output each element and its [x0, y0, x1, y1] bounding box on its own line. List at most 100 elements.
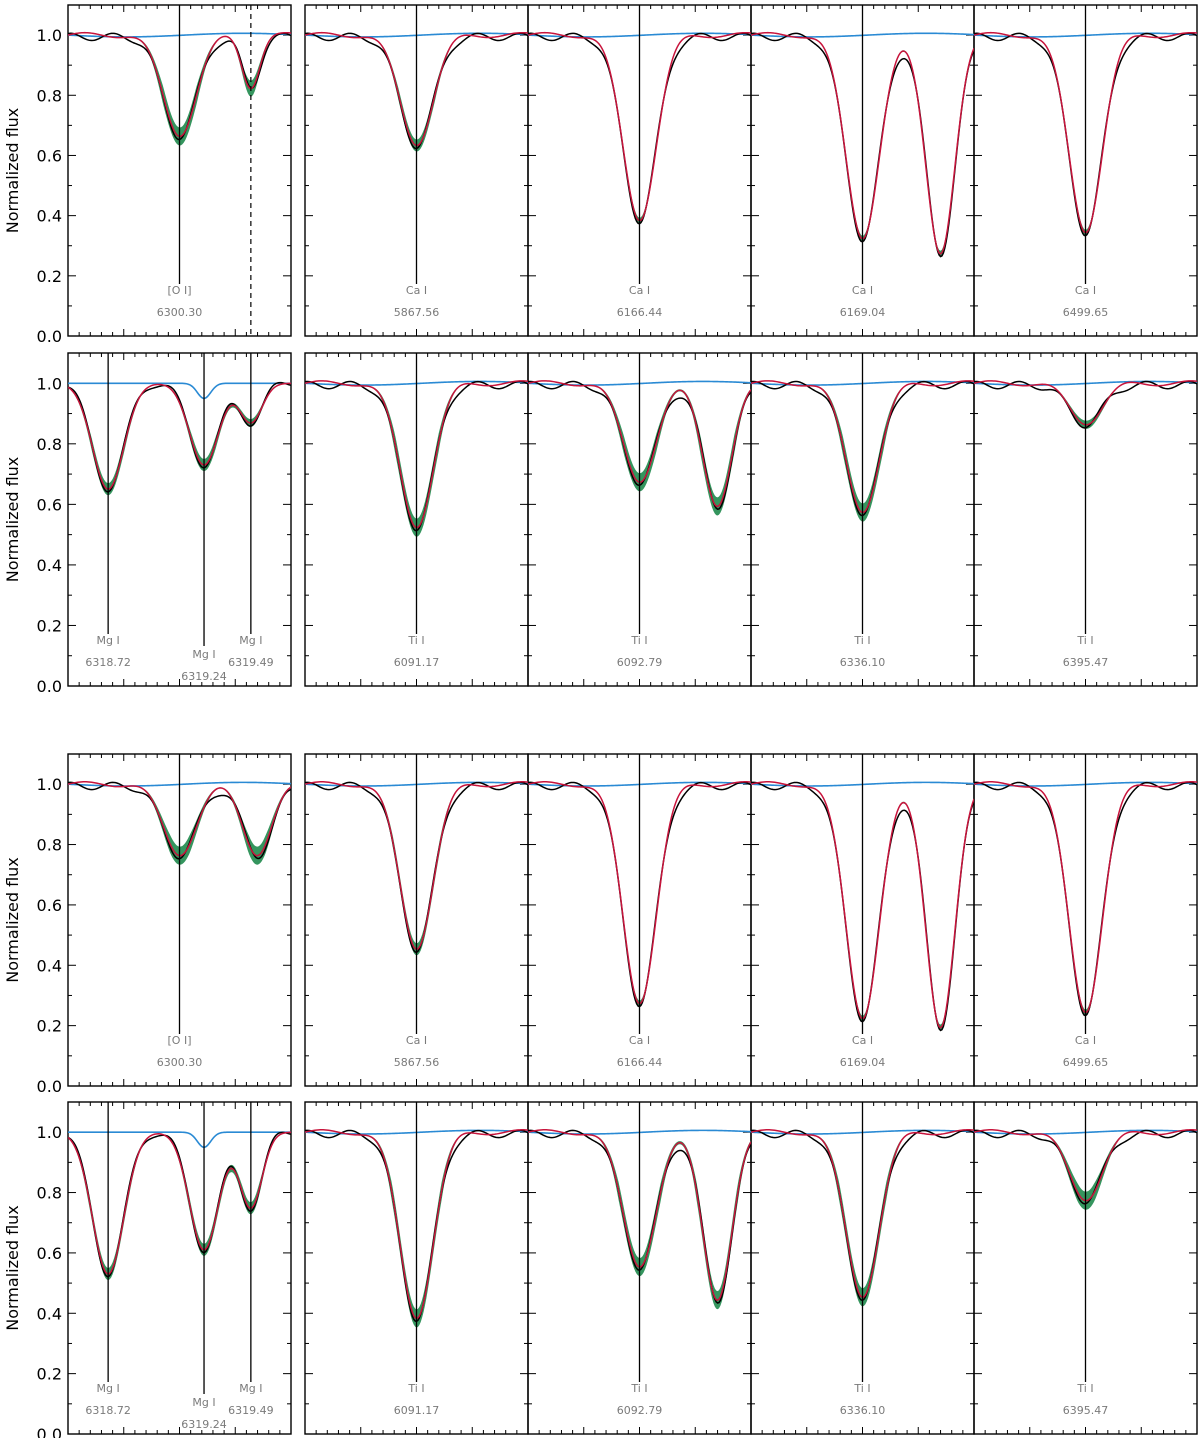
- species-label: [O I]: [168, 284, 192, 297]
- wavelength-label: 6166.44: [617, 1056, 663, 1069]
- species-label: Ti I: [630, 1382, 647, 1395]
- y-tick-label: 1.0: [37, 374, 62, 393]
- species-label: Ca I: [852, 1034, 873, 1047]
- species-label: Mg I: [192, 648, 215, 661]
- wavelength-label: 6319.49: [228, 656, 274, 669]
- species-label: Ti I: [853, 1382, 870, 1395]
- panel-plot-area: [305, 353, 528, 634]
- panel-plot-area: [751, 1102, 974, 1382]
- uncertainty-band: [68, 1132, 291, 1281]
- species-label: Ca I: [1075, 284, 1096, 297]
- y-tick-label: 0.0: [37, 677, 62, 696]
- model-spectrum: [68, 382, 291, 490]
- species-label: Ca I: [406, 284, 427, 297]
- species-label: Mg I: [239, 1382, 262, 1395]
- y-tick-label: 1.0: [37, 775, 62, 794]
- wavelength-label: 6318.72: [85, 1404, 131, 1417]
- species-label: [O I]: [168, 1034, 192, 1047]
- panel-plot-area: [528, 754, 751, 1034]
- wavelength-label: 5867.56: [394, 306, 440, 319]
- y-tick-label: 0.2: [37, 616, 62, 635]
- y-tick-label: 0.4: [37, 1304, 62, 1323]
- species-label: Ca I: [629, 284, 650, 297]
- wavelength-label: 6169.04: [840, 306, 886, 319]
- panel-plot-area: [751, 5, 974, 284]
- panel-plot-area: [974, 5, 1197, 284]
- y-tick-label: 0.2: [37, 1017, 62, 1036]
- y-tick-label: 0.2: [37, 1365, 62, 1384]
- wavelength-label: 6336.10: [840, 1404, 886, 1417]
- y-tick-label: 0.8: [37, 435, 62, 454]
- wavelength-label: 6092.79: [617, 656, 663, 669]
- y-axis-label: Normalized flux: [3, 457, 22, 583]
- panel-plot-area: [68, 5, 291, 336]
- panel-plot-area: [974, 754, 1197, 1034]
- panel-frames: [67, 4, 1198, 1435]
- species-label: Mg I: [97, 1382, 120, 1395]
- wavelength-label: 6169.04: [840, 1056, 886, 1069]
- y-axis-label: Normalized flux: [3, 1205, 22, 1331]
- y-tick-label: 0.0: [37, 1077, 62, 1096]
- species-label: Ca I: [629, 1034, 650, 1047]
- y-tick-label: 0.6: [37, 1244, 62, 1263]
- wavelength-label: 6395.47: [1063, 656, 1109, 669]
- wavelength-label: 6166.44: [617, 306, 663, 319]
- wavelength-label: 6092.79: [617, 1404, 663, 1417]
- wavelength-label: 6319.49: [228, 1404, 274, 1417]
- telluric-spectrum: [68, 382, 291, 400]
- wavelength-label: 6499.65: [1063, 1056, 1109, 1069]
- telluric-spectrum: [68, 1131, 291, 1149]
- wavelength-label: 6395.47: [1063, 1404, 1109, 1417]
- panel-plot-area: [68, 1102, 291, 1394]
- observed-spectrum: [68, 1131, 291, 1278]
- species-label: Ti I: [1076, 1382, 1093, 1395]
- panel-plot-area: [528, 1102, 751, 1382]
- panel-plot-area: [528, 5, 751, 284]
- species-label: Ca I: [852, 284, 873, 297]
- panel-plot-area: [528, 353, 751, 634]
- panel-plot-area: [305, 1102, 528, 1382]
- text-layer: 0.0 0.2 0.4 0.6 0.8 1.0 Normalized flux [O I] 63…: [3, 26, 1108, 1438]
- observed-spectrum: [68, 381, 291, 493]
- panel-plot-area: [305, 5, 528, 284]
- y-tick-label: 1.0: [37, 1123, 62, 1142]
- species-label: Mg I: [97, 634, 120, 647]
- y-tick-label: 0.0: [37, 327, 62, 346]
- wavelength-label: 6336.10: [840, 656, 886, 669]
- wavelength-label: 6091.17: [394, 1404, 440, 1417]
- wavelength-label: 6300.30: [157, 1056, 203, 1069]
- species-label: Ti I: [1076, 634, 1093, 647]
- y-axis-label: Normalized flux: [3, 857, 22, 983]
- y-tick-label: 0.8: [37, 86, 62, 105]
- wavelength-label: 6300.30: [157, 306, 203, 319]
- wavelength-label: 6319.24: [181, 1418, 227, 1431]
- species-label: Ti I: [407, 634, 424, 647]
- y-tick-label: 0.0: [37, 1425, 62, 1438]
- y-tick-label: 0.6: [37, 896, 62, 915]
- species-label: Ca I: [406, 1034, 427, 1047]
- y-tick-label: 1.0: [37, 26, 62, 45]
- species-label: Ti I: [630, 634, 647, 647]
- y-tick-label: 0.8: [37, 836, 62, 855]
- y-tick-label: 0.8: [37, 1184, 62, 1203]
- y-tick-label: 0.2: [37, 267, 62, 286]
- panel-plot-area: [68, 754, 291, 1034]
- y-axis-label: Normalized flux: [3, 108, 22, 234]
- species-label: Ti I: [853, 634, 870, 647]
- y-tick-label: 0.6: [37, 495, 62, 514]
- species-label: Mg I: [239, 634, 262, 647]
- y-tick-label: 0.4: [37, 556, 62, 575]
- wavelength-label: 6319.24: [181, 670, 227, 683]
- y-tick-label: 0.6: [37, 146, 62, 165]
- model-spectrum: [68, 1131, 291, 1275]
- panel-plot-area: [974, 353, 1197, 634]
- wavelength-label: 5867.56: [394, 1056, 440, 1069]
- y-tick-label: 0.4: [37, 956, 62, 975]
- panel-plot-area: [68, 353, 291, 646]
- wavelength-label: 6091.17: [394, 656, 440, 669]
- panel-plot-area: [305, 754, 528, 1034]
- panel-plot-area: [751, 353, 974, 634]
- wavelength-label: 6318.72: [85, 656, 131, 669]
- panel-plot-area: [751, 754, 974, 1034]
